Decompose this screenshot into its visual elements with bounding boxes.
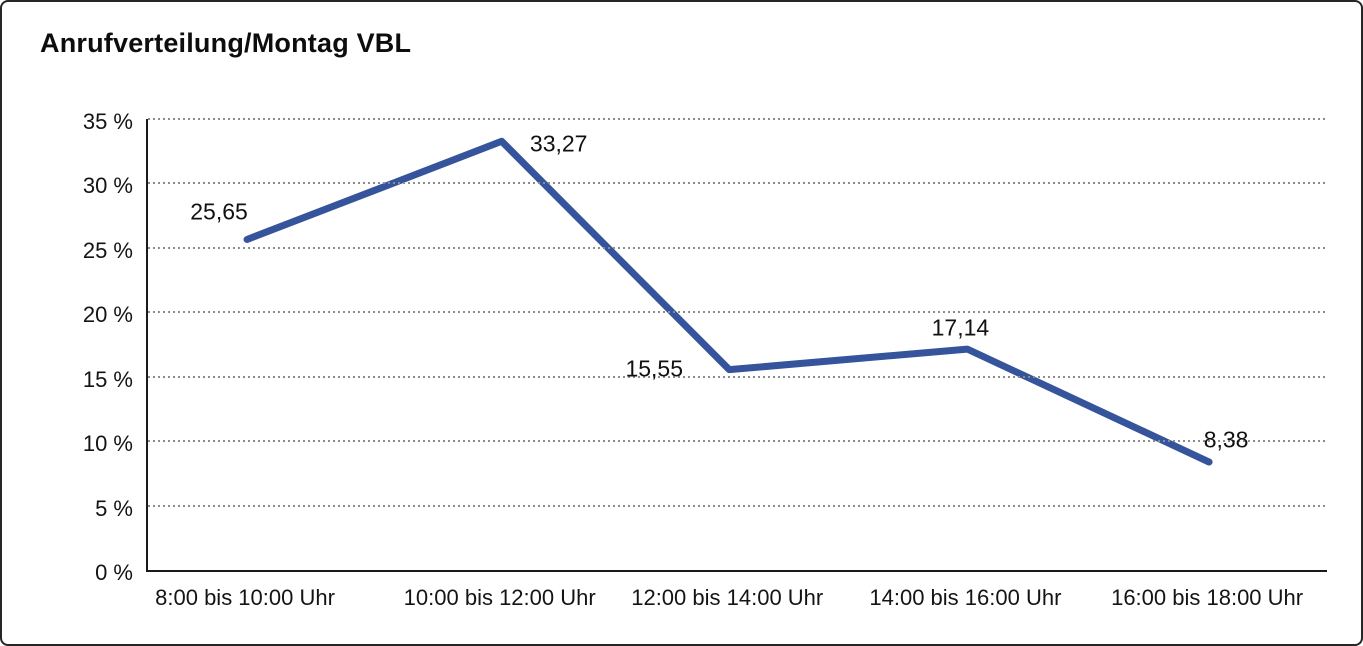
y-tick-label: 0 % <box>95 560 133 585</box>
x-tick-label: 14:00 bis 16:00 Uhr <box>869 585 1062 610</box>
y-tick-label: 10 % <box>82 431 133 457</box>
data-label: 33,27 <box>529 130 588 157</box>
data-label: 15,55 <box>625 355 684 382</box>
x-tick-label: 10:00 bis 12:00 Uhr <box>403 585 596 610</box>
series-line <box>243 137 1213 466</box>
y-tick-label: 5 % <box>95 495 133 521</box>
y-tick-label: 30 % <box>82 173 133 199</box>
y-tick-label: 15 % <box>82 366 133 392</box>
data-label: 25,65 <box>190 198 248 225</box>
plot-area <box>146 118 1327 572</box>
y-tick-label: 25 % <box>82 237 133 263</box>
x-tick-label: 16:00 bis 18:00 Uhr <box>1111 585 1304 610</box>
y-tick-label: 35 % <box>82 109 133 134</box>
chart-title: Anrufverteilung/Montag VBL <box>40 28 412 58</box>
data-label: 8,38 <box>1203 426 1249 453</box>
y-tick-label: 20 % <box>82 302 133 328</box>
series-svg <box>243 137 1213 466</box>
x-tick-label: 12:00 bis 14:00 Uhr <box>631 585 824 610</box>
data-label: 17,14 <box>931 314 990 341</box>
x-tick-label: 8:00 bis 10:00 Uhr <box>155 585 335 610</box>
